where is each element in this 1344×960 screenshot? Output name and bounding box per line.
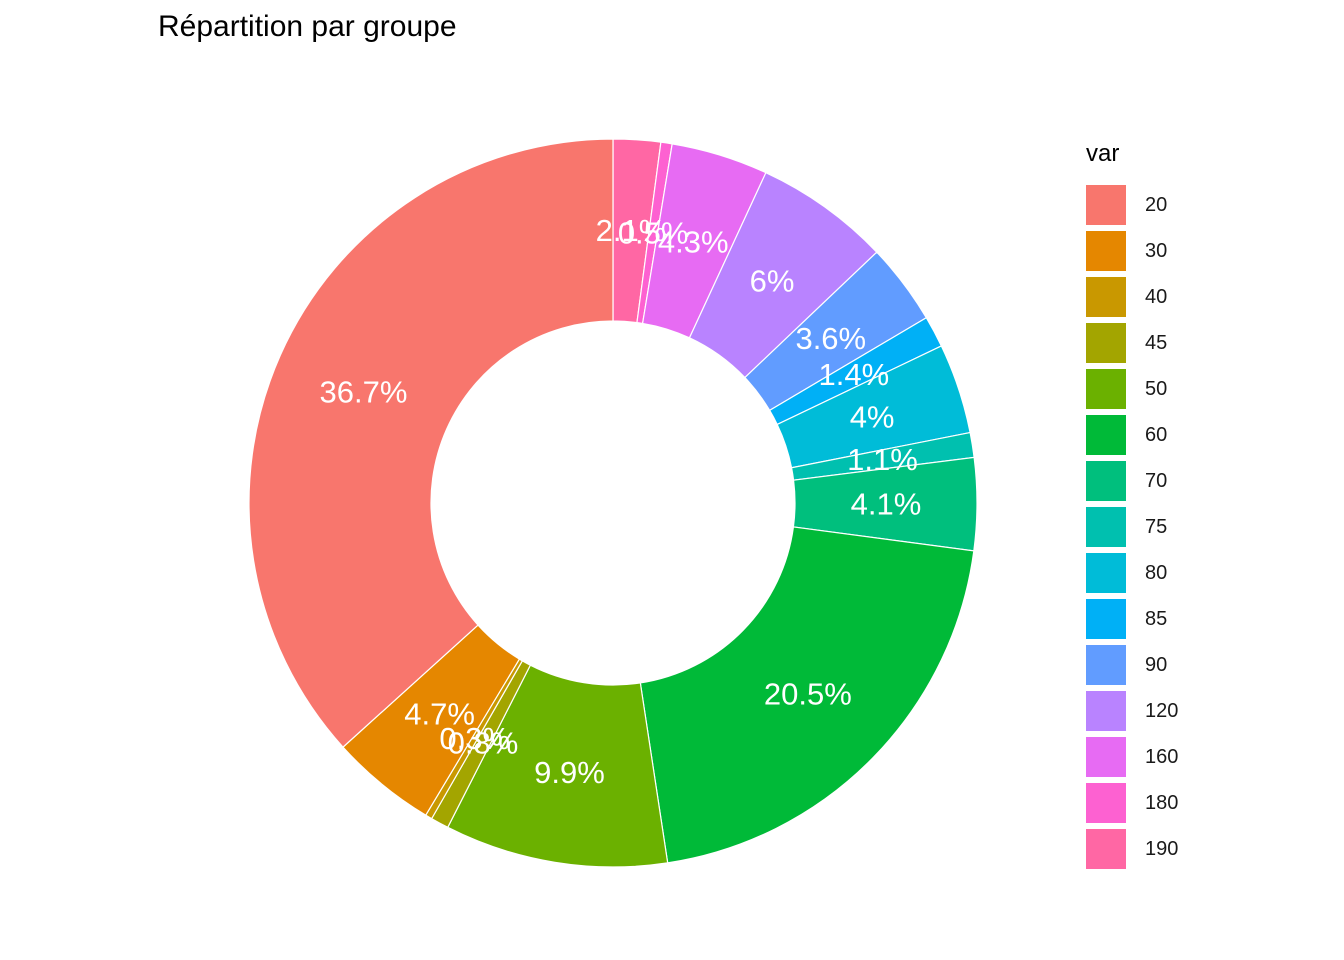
legend-item-80: 80 <box>1086 550 1178 596</box>
legend-swatch-20 <box>1086 185 1126 225</box>
slice-label-160: 4.3% <box>658 225 729 260</box>
legend-item-70: 70 <box>1086 458 1178 504</box>
chart-title: Répartition par groupe <box>158 10 457 43</box>
legend-swatch-40 <box>1086 277 1126 317</box>
slice-label-70: 4.1% <box>851 486 922 521</box>
legend-item-30: 30 <box>1086 228 1178 274</box>
legend-swatch-75 <box>1086 507 1126 547</box>
legend-label-45: 45 <box>1145 331 1168 354</box>
slice-label-190: 2.1% <box>596 213 667 248</box>
slice-label-120: 6% <box>750 264 795 299</box>
legend-item-120: 120 <box>1086 688 1178 734</box>
legend-label-40: 40 <box>1145 285 1168 308</box>
slice-label-75: 1.1% <box>847 442 918 477</box>
legend-label-120: 120 <box>1145 699 1179 722</box>
legend-item-60: 60 <box>1086 412 1178 458</box>
slice-label-50: 9.9% <box>534 755 605 790</box>
legend-item-75: 75 <box>1086 504 1178 550</box>
legend-item-190: 190 <box>1086 826 1178 872</box>
legend-swatch-45 <box>1086 323 1126 363</box>
slice-60 <box>639 526 975 864</box>
slice-label-20: 36.7% <box>320 375 408 410</box>
legend-item-45: 45 <box>1086 320 1178 366</box>
legend-label-160: 160 <box>1145 745 1179 768</box>
legend-swatch-80 <box>1086 553 1126 593</box>
legend-item-40: 40 <box>1086 274 1178 320</box>
legend-label-60: 60 <box>1145 423 1168 446</box>
legend-title: var <box>1086 140 1120 167</box>
legend-swatch-85 <box>1086 599 1126 639</box>
slice-label-90: 3.6% <box>795 321 866 356</box>
legend-label-70: 70 <box>1145 469 1168 492</box>
legend-swatch-60 <box>1086 415 1126 455</box>
legend-item-160: 160 <box>1086 734 1178 780</box>
slice-label-30: 4.7% <box>404 696 475 731</box>
legend-item-20: 20 <box>1086 182 1178 228</box>
legend-item-180: 180 <box>1086 780 1178 826</box>
slice-label-80: 4% <box>850 400 895 435</box>
legend-item-50: 50 <box>1086 366 1178 412</box>
legend-swatch-120 <box>1086 691 1126 731</box>
legend-swatch-30 <box>1086 231 1126 271</box>
legend-swatch-180 <box>1086 783 1126 823</box>
labels-layer: 2.1%0.5%4.3% 6%3.6%1.4% 4% 1.1% 4.1% 20.5% 9.9… <box>320 213 922 790</box>
legend-label-180: 180 <box>1145 791 1179 814</box>
legend-label-20: 20 <box>1145 193 1168 216</box>
legend-label-190: 190 <box>1145 837 1179 860</box>
slices-layer <box>248 138 978 868</box>
legend-swatch-160 <box>1086 737 1126 777</box>
legend: var 20 30 40 45 50 60 70 75 80 85 90 120 160 180 190 <box>1086 140 1178 872</box>
legend-item-90: 90 <box>1086 642 1178 688</box>
legend-label-80: 80 <box>1145 561 1168 584</box>
legend-label-50: 50 <box>1145 377 1168 400</box>
legend-item-85: 85 <box>1086 596 1178 642</box>
legend-swatch-50 <box>1086 369 1126 409</box>
legend-label-85: 85 <box>1145 607 1168 630</box>
slice-label-40: 0.3% <box>439 721 510 756</box>
slice-label-85: 1.4% <box>819 357 890 392</box>
slice-label-180: 0.5% <box>618 215 689 250</box>
legend-swatch-70 <box>1086 461 1126 501</box>
legend-swatch-90 <box>1086 645 1126 685</box>
legend-label-75: 75 <box>1145 515 1168 538</box>
slice-20 <box>248 138 614 748</box>
legend-label-90: 90 <box>1145 653 1168 676</box>
legend-items: 20 30 40 45 50 60 70 75 80 85 90 120 160 180 190 <box>1086 182 1178 872</box>
legend-label-30: 30 <box>1145 239 1168 262</box>
legend-swatch-190 <box>1086 829 1126 869</box>
slice-label-60: 20.5% <box>764 677 852 712</box>
slice-label-45: 0.8% <box>448 726 519 761</box>
